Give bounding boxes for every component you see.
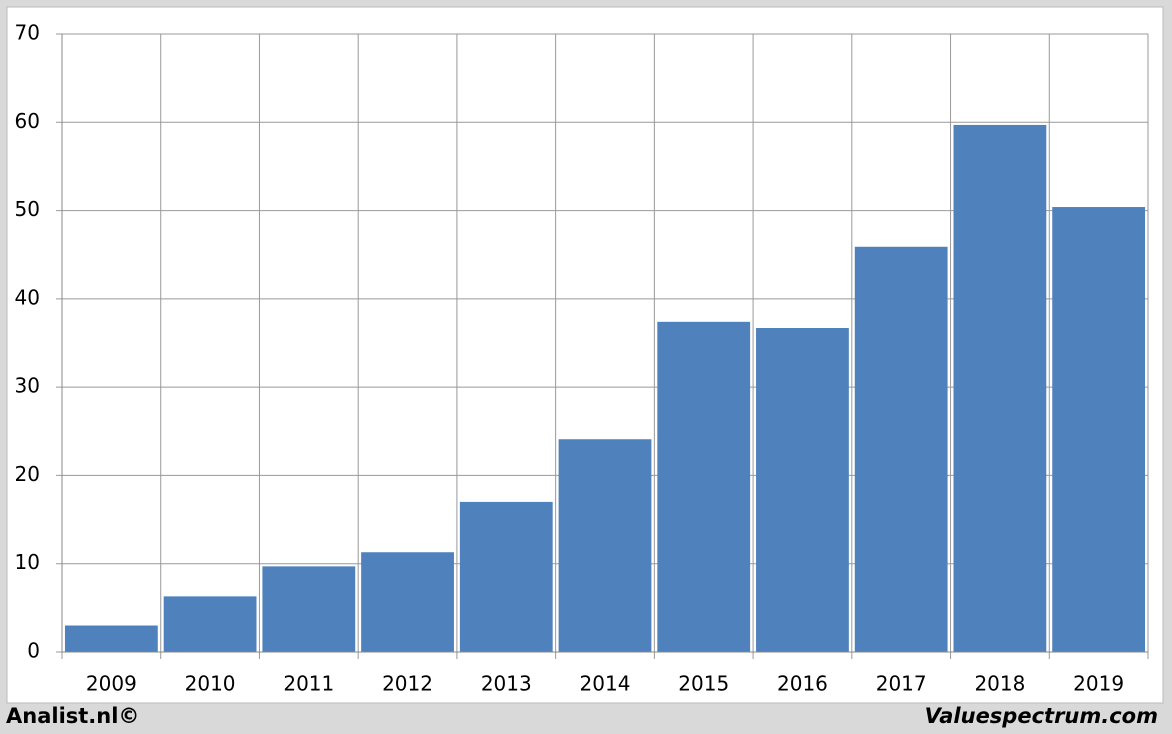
x-tick-label: 2016 (777, 672, 828, 696)
bar (756, 327, 849, 652)
bar (459, 501, 553, 652)
y-tick-label: 20 (15, 462, 40, 486)
x-tick-label: 2019 (1073, 672, 1124, 696)
x-tick-label: 2011 (283, 672, 334, 696)
x-tick-label: 2013 (481, 672, 532, 696)
bar (854, 246, 948, 653)
bar (657, 321, 751, 652)
bar (361, 552, 454, 652)
bar (953, 124, 1047, 653)
y-tick-label: 30 (15, 374, 40, 398)
footer-right: Valuespectrum.com (925, 704, 1158, 728)
footer-left: Analist.nl© (6, 704, 139, 728)
y-tick-label: 0 (27, 639, 40, 663)
bar (1052, 207, 1146, 653)
y-tick-label: 60 (15, 109, 40, 133)
y-tick-label: 10 (15, 550, 40, 574)
x-tick-label: 2009 (86, 672, 137, 696)
bar (558, 439, 652, 652)
bar (262, 566, 356, 652)
x-tick-label: 2012 (382, 672, 433, 696)
y-tick-label: 70 (15, 21, 40, 45)
bar (163, 596, 257, 652)
x-tick-label: 2018 (974, 672, 1025, 696)
x-tick-label: 2015 (678, 672, 729, 696)
x-tick-label: 2014 (580, 672, 631, 696)
bar (64, 625, 158, 652)
y-tick-label: 40 (15, 285, 40, 309)
y-tick-label: 50 (15, 197, 40, 221)
x-tick-label: 2017 (876, 672, 927, 696)
x-tick-label: 2010 (185, 672, 236, 696)
